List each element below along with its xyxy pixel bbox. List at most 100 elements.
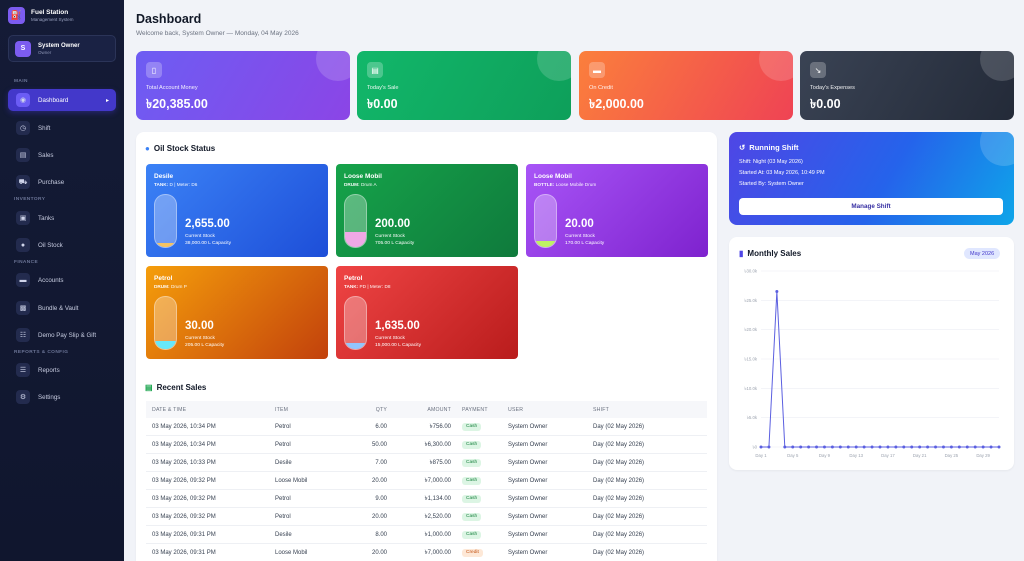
table-cell: Day (02 May 2026) [593,513,645,520]
tank-gauge [154,194,177,248]
x-tick-label: Day 17 [881,453,895,458]
data-point [894,445,898,449]
table-cell: ৳875.00 [429,460,451,466]
column-header[interactable]: SHIFT [593,406,609,413]
tank-gauge [154,296,177,350]
nav-section-reports: REPORTS & CONFIG [14,350,69,355]
tank-card-petrol-tank[interactable]: Petrol TANK: PD | Meter: D8 1,635.00 Cur… [336,266,518,359]
data-point [910,445,914,449]
table-cell: Petrol [275,441,291,448]
table-row[interactable]: 03 May 2026, 09:32 PM Loose Mobil 20.00 ৳7,… [146,472,707,490]
sidebar-item-purchase[interactable]: ⛟ Purchase [8,171,116,193]
tank-name: Loose Mobil [534,173,572,180]
data-point [783,445,787,449]
column-header[interactable]: AMOUNT [427,406,451,413]
table-cell: Day (02 May 2026) [593,459,645,466]
tank-gauge-fill [345,343,366,349]
table-row[interactable]: 03 May 2026, 09:32 PM Petrol 9.00 ৳1,134.00… [146,490,707,508]
wallet-icon: ▬ [16,273,30,287]
data-point [791,445,795,449]
tank-gauge-fill [155,243,176,247]
tank-card-loose-mobil-drum[interactable]: Loose Mobil DRUM: Drum A 200.00 Current … [336,164,518,257]
payment-badge: Cash [462,458,482,467]
table-cell: 50.00 [371,441,387,448]
sidebar-item-label: Purchase [38,178,65,186]
oil-stock-title-text: Oil Stock Status [153,144,216,153]
sidebar-item-settings[interactable]: ⚙ Settings [8,386,116,408]
sidebar-item-reports[interactable]: ☰ Reports [8,359,116,381]
table-cell: 03 May 2026, 09:31 PM [152,531,216,538]
stat-card-todays-expenses[interactable]: ↘ Today's Expenses ৳0.00 [800,51,1014,120]
sidebar-item-dashboard[interactable]: ◉ Dashboard ▸ [8,89,116,111]
y-tick-label: ৳30.0k [744,269,758,274]
stat-card-todays-sale[interactable]: ▤ Today's Sale ৳0.00 [357,51,571,120]
monthly-sales-title-text: Monthly Sales [747,249,802,258]
data-point [854,445,858,449]
brand[interactable]: ⛽ Fuel Station Management System [8,7,74,24]
data-point [902,445,906,449]
page-title: Dashboard [136,12,202,26]
tank-stock: 30.00 [185,320,214,332]
table-cell: System Owner [508,495,548,502]
nav-section-main: MAIN [14,79,28,84]
table-cell: Cash [451,440,508,449]
tank-stock-label: Current Stock [185,234,215,239]
x-tick-label: Day 25 [945,453,959,458]
table-cell: Cash [451,476,508,485]
table-row[interactable]: 03 May 2026, 10:34 PM Petrol 50.00 ৳6,300.0… [146,436,707,454]
table-row[interactable]: 03 May 2026, 09:31 PM Desile 8.00 ৳1,000.00… [146,526,707,544]
table-cell: System Owner [508,513,548,520]
stat-card-total-account[interactable]: ▯ Total Account Money ৳20,385.00 [136,51,350,120]
table-cell: 03 May 2026, 09:32 PM [152,477,216,484]
document-icon: ☷ [16,328,30,342]
month-badge[interactable]: May 2026 [964,248,1001,259]
column-header[interactable]: ITEM [275,406,289,413]
table-row[interactable]: 03 May 2026, 09:31 PM Loose Mobil 20.00 ৳7,… [146,544,707,561]
sidebar-item-tanks[interactable]: ▣ Tanks [8,207,116,229]
history-icon: ↺ [739,143,746,152]
sidebar-item-demo-pay-slip[interactable]: ☷ Demo Pay Slip & Gift [8,324,116,346]
data-point [957,445,961,449]
table-row[interactable]: 03 May 2026, 09:32 PM Petrol 20.00 ৳2,520.0… [146,508,707,526]
sidebar-item-bundle-vault[interactable]: ▩ Bundle & Vault [8,297,116,319]
column-header[interactable]: QTY [375,406,387,413]
data-point [822,445,826,449]
sidebar-item-label: Settings [38,393,61,401]
table-cell: 7.00 [375,459,387,466]
payment-badge: Credit [462,548,483,557]
table-cell: Desile [275,459,292,466]
table-cell: ৳7,000.00 [424,478,451,484]
manage-shift-button[interactable]: Manage Shift [739,198,1003,215]
cash-icon: ▤ [367,62,383,78]
monthly-sales-panel: ▮ Monthly Sales [729,237,1014,470]
tank-meta-key: BOTTLE: [534,182,555,187]
stat-card-on-credit[interactable]: ▬ On Credit ৳2,000.00 [579,51,793,120]
sidebar-item-oil-stock[interactable]: ● Oil Stock [8,234,116,256]
table-row[interactable]: 03 May 2026, 10:33 PM Desile 7.00 ৳875.00 Ca… [146,454,707,472]
table-cell: 20.00 [371,549,387,556]
tank-meta-key: DRUM: [344,182,360,187]
y-tick-label: ৳10.0k [744,386,758,391]
tank-card-petrol-drum[interactable]: Petrol DRUM: Drum P 30.00 Current Stock … [146,266,328,359]
dashboard-icon: ◉ [16,93,30,107]
table-cell: Day (02 May 2026) [593,423,645,430]
table-cell: ৳6,300.00 [424,442,451,448]
column-header[interactable]: PAYMENT [462,406,488,413]
stat-value: ৳0.00 [810,97,841,111]
tank-card-loose-mobil-bottle[interactable]: Loose Mobil BOTTLE: Loose Mobile Drum 20… [526,164,708,257]
tank-stock-label: Current Stock [185,336,215,341]
sidebar-item-accounts[interactable]: ▬ Accounts [8,269,116,291]
data-point [941,445,945,449]
x-tick-label: Day 1 [755,453,767,458]
sidebar-item-sales[interactable]: ▤ Sales [8,144,116,166]
user-card[interactable]: S System Owner Owner [8,35,116,62]
recent-sales-title-text: Recent Sales [156,383,207,392]
table-row[interactable]: 03 May 2026, 10:34 PM Petrol 6.00 ৳756.00 Ca… [146,418,707,436]
data-point [830,445,834,449]
tank-card-desile[interactable]: Desile TANK: D | Meter: D6 2,655.00 Curr… [146,164,328,257]
sidebar-item-shift[interactable]: ◷ Shift [8,117,116,139]
stat-value: ৳20,385.00 [146,97,208,111]
column-header[interactable]: DATE & TIME [152,406,187,413]
column-header[interactable]: USER [508,406,524,413]
tank-capacity: 205.00 L Capacity [185,343,225,348]
